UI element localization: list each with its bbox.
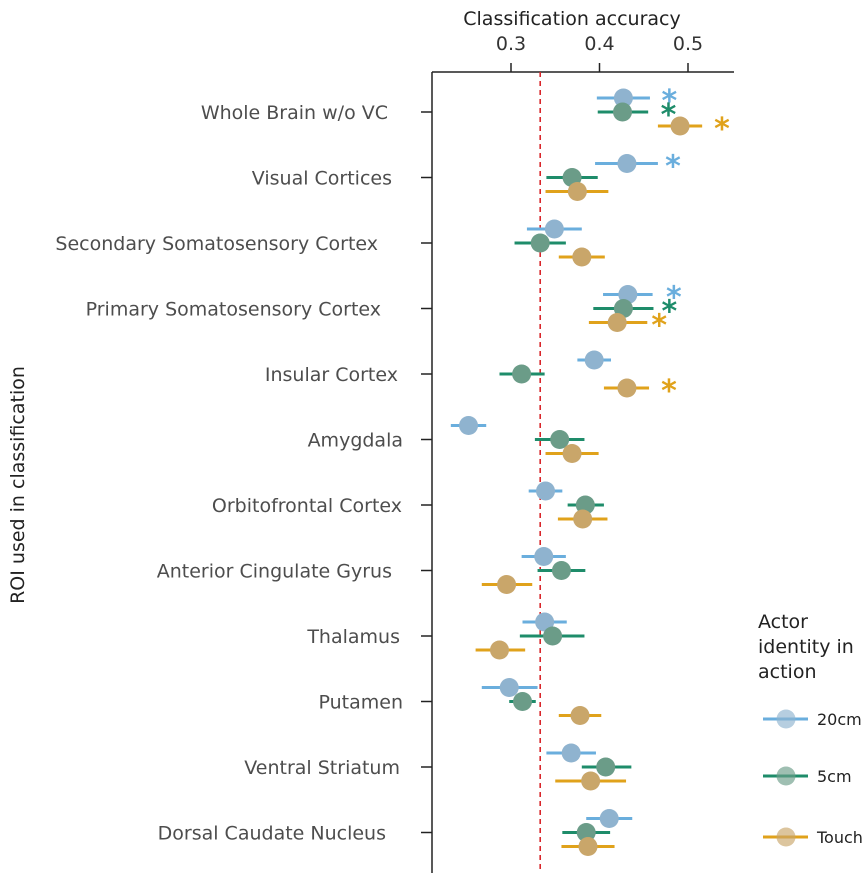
significance-star: * bbox=[662, 84, 678, 119]
roi-label: Amygdala bbox=[308, 430, 403, 452]
x-axis-title: Classification accuracy bbox=[463, 8, 680, 30]
significance-star: * bbox=[661, 374, 677, 409]
data-point-5cm bbox=[551, 561, 571, 580]
legend-title-line: Actor bbox=[758, 611, 808, 633]
data-point-5cm bbox=[613, 102, 633, 122]
roi-label: Visual Cortices bbox=[252, 168, 392, 190]
data-point-5cm bbox=[530, 233, 550, 253]
significance-star: * bbox=[714, 112, 730, 147]
data-point-5cm bbox=[550, 430, 570, 449]
legend-marker-20cm bbox=[776, 709, 796, 729]
legend-label-Touch: Touch bbox=[816, 828, 863, 847]
x-tick-label: 0.5 bbox=[673, 33, 703, 55]
roi-label: Orbitofrontal Cortex bbox=[212, 495, 402, 517]
data-point-Touch bbox=[572, 247, 592, 267]
roi-label: Anterior Cingulate Gyrus bbox=[157, 561, 392, 583]
roi-label: Putamen bbox=[319, 692, 404, 714]
data-point-5cm bbox=[576, 823, 596, 842]
legend-title-line: action bbox=[758, 661, 816, 683]
legend-label-5cm: 5cm bbox=[817, 767, 852, 786]
data-point-20cm bbox=[561, 743, 581, 763]
data-point-Touch bbox=[578, 837, 598, 856]
x-tick-label: 0.4 bbox=[584, 33, 614, 55]
y-axis-title: ROI used in classification bbox=[7, 366, 29, 604]
roi-label: Thalamus bbox=[306, 626, 400, 648]
roi-label: Ventral Striatum bbox=[244, 757, 400, 779]
data-point-5cm bbox=[543, 626, 563, 646]
legend-label-20cm: 20cm bbox=[817, 710, 862, 729]
legend-title-line: identity in bbox=[758, 636, 854, 658]
data-point-Touch bbox=[497, 575, 517, 594]
significance-star: * bbox=[651, 309, 667, 344]
data-point-Touch bbox=[573, 509, 593, 529]
data-point-Touch bbox=[489, 640, 509, 660]
legend: Actor identity in action 20cm 5cm Touch bbox=[758, 611, 863, 847]
data-point-5cm bbox=[512, 364, 532, 384]
legend-marker-5cm bbox=[776, 766, 796, 786]
data-point-20cm bbox=[613, 88, 633, 108]
data-point-5cm bbox=[513, 692, 533, 711]
data-point-Touch bbox=[570, 706, 590, 725]
significance-star: * bbox=[662, 295, 678, 330]
data-point-20cm bbox=[459, 416, 479, 435]
roi-label: Insular Cortex bbox=[265, 364, 398, 386]
data-point-Touch bbox=[567, 182, 587, 201]
data-point-20cm bbox=[536, 481, 556, 501]
significance-star: * bbox=[666, 281, 682, 316]
roi-label: Whole Brain w/o VC bbox=[201, 102, 388, 124]
data-point-20cm bbox=[617, 154, 637, 173]
significance-star: * bbox=[665, 150, 681, 185]
roi-label: Primary Somatosensory Cortex bbox=[86, 299, 381, 321]
data-point-20cm bbox=[599, 809, 619, 828]
data-point-Touch bbox=[581, 771, 601, 791]
data-point-Touch bbox=[670, 116, 690, 136]
data-point-Touch bbox=[617, 378, 637, 398]
data-point-20cm bbox=[535, 612, 555, 632]
data-point-20cm bbox=[534, 547, 554, 566]
roi-label: Secondary Somatosensory Cortex bbox=[55, 233, 378, 255]
data-point-5cm bbox=[596, 757, 616, 777]
data-point-Touch bbox=[607, 313, 627, 332]
roi-label: Dorsal Caudate Nucleus bbox=[158, 823, 386, 845]
data-point-20cm bbox=[584, 350, 604, 370]
data-point-20cm bbox=[499, 678, 519, 697]
data-point-20cm bbox=[544, 219, 564, 239]
legend-title: Actor identity in action bbox=[758, 611, 854, 683]
legend-marker-Touch bbox=[776, 827, 796, 847]
x-tick-label: 0.3 bbox=[496, 33, 526, 55]
data-point-Touch bbox=[562, 444, 582, 463]
